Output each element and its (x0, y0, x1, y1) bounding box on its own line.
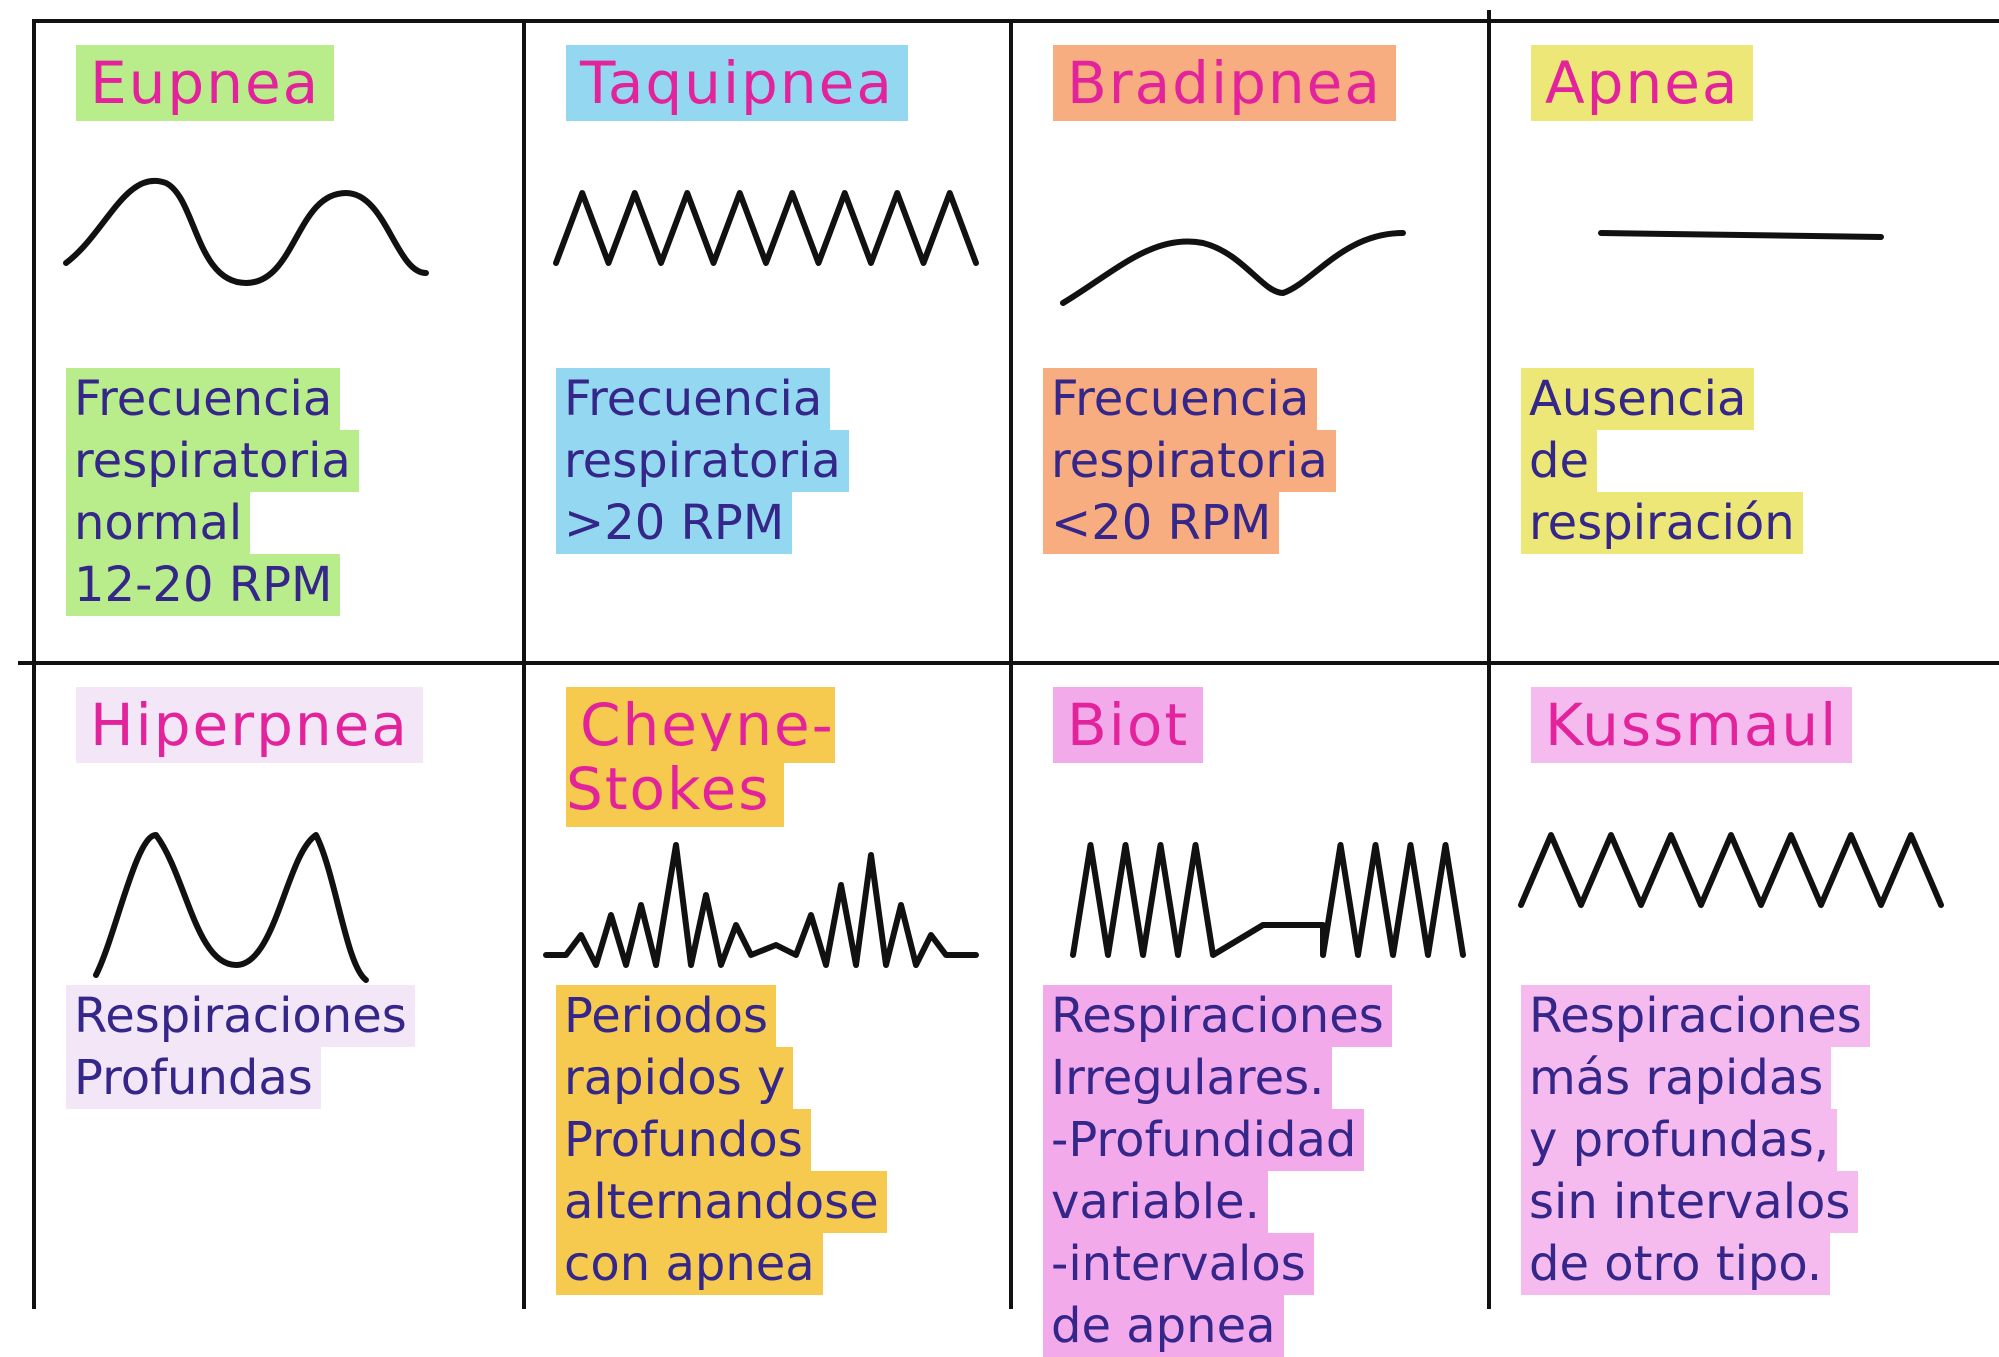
description-line: respiratoria (1043, 430, 1336, 492)
cell-description: Frecuencia respiratoria <20 RPM (1043, 368, 1477, 554)
waveform (1070, 842, 1466, 958)
description-line: sin intervalos (1521, 1171, 1859, 1233)
waveform (543, 842, 979, 968)
table-cell: Kussmaul Respiraciones más rapidas y profun… (1491, 665, 1999, 1305)
description-line: más rapidas (1521, 1047, 1832, 1109)
waveform-line (63, 177, 429, 286)
description-line: Periodos (556, 985, 777, 1047)
cell-title: Kussmaul (1531, 687, 1979, 763)
description-line: con apnea (556, 1233, 823, 1295)
cell-title: Taquipnea (566, 45, 989, 121)
waveform (1598, 230, 1884, 240)
description-line: respiración (1521, 492, 1803, 554)
table-cell: Cheyne- Stokes Periodos rapidos y Profundos… (526, 665, 1009, 1305)
table-cell: Taquipnea Frecuencia respiratoria >20 RPM (526, 23, 1009, 663)
table-cell: Biot Respiraciones Irregulares. -Profundida… (1013, 665, 1487, 1357)
waveform-line (1070, 842, 1466, 958)
waveform (553, 190, 979, 266)
cell-description: Periodos rapidos y Profundos alternandose co… (556, 985, 999, 1295)
waveform-line (1518, 832, 1944, 908)
description-line: Ausencia (1521, 368, 1755, 430)
description-line: alternandose (556, 1171, 887, 1233)
description-line: Respiraciones (66, 985, 415, 1047)
description-line: <20 RPM (1043, 492, 1280, 554)
table-border (18, 661, 1999, 665)
description-line: 12-20 RPM (66, 554, 341, 616)
cell-title: Apnea (1531, 45, 1979, 121)
cell-description: Respiraciones Irregulares. -Profundidad var… (1043, 985, 1477, 1357)
page: {"table": {"cells": [ {"title": "Eupnea"… (18, 10, 1999, 1357)
description-line: Irregulares. (1043, 1047, 1333, 1109)
cell-title: Cheyne- Stokes (566, 687, 989, 827)
cell-title-text: Biot (1053, 687, 1204, 763)
description-line: Frecuencia (556, 368, 831, 430)
table-border (32, 19, 1999, 23)
table-cell: Eupnea Frecuencia respiratoria normal 12-20 … (36, 23, 522, 663)
cell-title: Biot (1053, 687, 1467, 763)
description-line: -intervalos (1043, 1233, 1314, 1295)
description-line: >20 RPM (556, 492, 793, 554)
description-line: Respiraciones (1521, 985, 1870, 1047)
table-cell: Bradipnea Frecuencia respiratoria <20 RPM (1013, 23, 1487, 663)
waveform-line (543, 842, 979, 968)
waveform (1518, 832, 1944, 908)
table-border (1009, 19, 1013, 1309)
cell-title-text: Cheyne- Stokes (566, 687, 835, 827)
waveform-line (1598, 230, 1884, 240)
description-line: de apnea (1043, 1295, 1284, 1357)
cell-title: Hiperpnea (76, 687, 502, 763)
description-line: de otro tipo. (1521, 1233, 1831, 1295)
cell-title-text: Taquipnea (566, 45, 908, 121)
description-line: respiratoria (556, 430, 849, 492)
waveform-line (553, 190, 979, 266)
description-line: Profundos (556, 1109, 811, 1171)
cell-description: Respiraciones Profundas (66, 985, 512, 1109)
description-line: rapidos y (556, 1047, 794, 1109)
cell-title-text: Apnea (1531, 45, 1754, 121)
cell-title-text: Kussmaul (1531, 687, 1853, 763)
table: Eupnea Frecuencia respiratoria normal 12-20 … (18, 10, 1999, 1357)
cell-title-text: Eupnea (76, 45, 335, 121)
cell-description: Respiraciones más rapidas y profundas, sin … (1521, 985, 1989, 1295)
table-border (1487, 10, 1491, 1309)
waveform (93, 832, 369, 983)
cell-description: Frecuencia respiratoria normal 12-20 RPM (66, 368, 512, 616)
waveform-line (93, 832, 369, 983)
description-line: Frecuencia (1043, 368, 1318, 430)
waveform (63, 177, 429, 286)
description-line: Profundas (66, 1047, 321, 1109)
description-line: de (1521, 430, 1597, 492)
description-line: Respiraciones (1043, 985, 1392, 1047)
table-border (32, 19, 36, 1309)
description-line: Frecuencia (66, 368, 341, 430)
table-cell: Apnea Ausencia de respiración (1491, 23, 1999, 663)
cell-description: Frecuencia respiratoria >20 RPM (556, 368, 999, 554)
table-border (522, 19, 526, 1309)
description-line: -Profundidad (1043, 1109, 1365, 1171)
description-line: respiratoria (66, 430, 359, 492)
waveform-line (1060, 230, 1406, 306)
description-line: y profundas, (1521, 1109, 1838, 1171)
cell-title-text: Hiperpnea (76, 687, 423, 763)
cell-description: Ausencia de respiración (1521, 368, 1989, 554)
cell-title: Bradipnea (1053, 45, 1467, 121)
description-line: variable. (1043, 1171, 1268, 1233)
cell-title: Eupnea (76, 45, 502, 121)
cell-title-text: Bradipnea (1053, 45, 1396, 121)
description-line: normal (66, 492, 251, 554)
waveform (1060, 230, 1406, 306)
table-cell: Hiperpnea Respiraciones Profundas (36, 665, 522, 1305)
